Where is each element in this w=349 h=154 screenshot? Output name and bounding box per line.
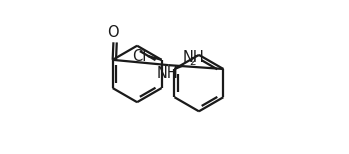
Text: O: O (107, 25, 119, 41)
Text: NH: NH (156, 66, 178, 81)
Text: Cl: Cl (132, 49, 147, 63)
Text: NH: NH (183, 50, 204, 65)
Text: 2: 2 (190, 57, 196, 67)
